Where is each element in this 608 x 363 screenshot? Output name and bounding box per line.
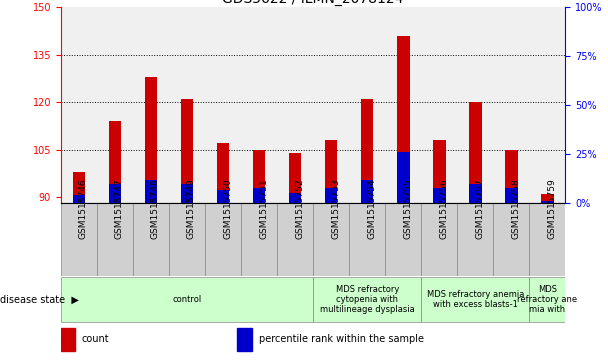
Bar [421,277,530,322]
Text: GSM1515759: GSM1515759 [547,179,556,240]
Bar [61,328,75,351]
Bar [349,203,385,276]
Bar [289,193,302,203]
Bar [361,180,373,203]
Bar [421,203,457,276]
Bar [181,99,193,203]
Text: GSM1515757: GSM1515757 [475,179,485,240]
Bar [313,277,421,322]
Text: MDS refractory
cytopenia with
multilineage dysplasia: MDS refractory cytopenia with multilinea… [320,285,415,314]
Text: GSM1515748: GSM1515748 [151,179,160,240]
Bar [469,184,482,203]
Bar [433,140,446,203]
Text: percentile rank within the sample: percentile rank within the sample [258,334,424,344]
Bar [61,277,313,322]
Bar [541,194,554,203]
Text: GSM1515746: GSM1515746 [79,179,88,240]
Text: MDS refractory anemia
with excess blasts-1: MDS refractory anemia with excess blasts… [427,290,524,309]
Bar [361,99,373,203]
Bar [145,180,157,203]
Text: disease state  ▶: disease state ▶ [0,294,79,305]
Bar [541,201,554,203]
Bar [72,172,85,203]
Bar [505,150,517,203]
Bar [313,203,349,276]
Bar [205,203,241,276]
Bar [216,143,229,203]
Bar [169,203,205,276]
Bar [237,328,252,351]
Bar [133,203,169,276]
Bar [397,152,410,203]
Title: GDS5622 / ILMN_2078124: GDS5622 / ILMN_2078124 [223,0,404,6]
Bar [530,203,565,276]
Text: GSM1515756: GSM1515756 [440,179,448,240]
Text: GSM1515749: GSM1515749 [187,179,196,240]
Bar [289,153,302,203]
Bar [72,195,85,203]
Bar [505,188,517,203]
Bar [109,184,121,203]
Text: GSM1515755: GSM1515755 [403,179,412,240]
Text: control: control [172,295,202,304]
Bar [469,102,482,203]
Text: GSM1515750: GSM1515750 [223,179,232,240]
Bar [325,140,337,203]
Bar [253,150,265,203]
Text: GSM1515753: GSM1515753 [331,179,340,240]
Text: GSM1515754: GSM1515754 [367,179,376,240]
Text: GSM1515758: GSM1515758 [511,179,520,240]
Bar [277,203,313,276]
Bar [433,188,446,203]
Bar [61,203,97,276]
Bar [145,77,157,203]
Bar [216,189,229,203]
Text: GSM1515751: GSM1515751 [259,179,268,240]
Bar [181,184,193,203]
Text: count: count [82,334,109,344]
Bar [97,203,133,276]
Bar [385,203,421,276]
Bar [397,36,410,203]
Bar [325,188,337,203]
Bar [457,203,493,276]
Text: GSM1515752: GSM1515752 [295,179,304,240]
Text: MDS
refractory ane
mia with: MDS refractory ane mia with [517,285,578,314]
Bar [493,203,530,276]
Bar [109,121,121,203]
Bar [530,277,565,322]
Bar [253,188,265,203]
Text: GSM1515747: GSM1515747 [115,179,124,240]
Bar [241,203,277,276]
